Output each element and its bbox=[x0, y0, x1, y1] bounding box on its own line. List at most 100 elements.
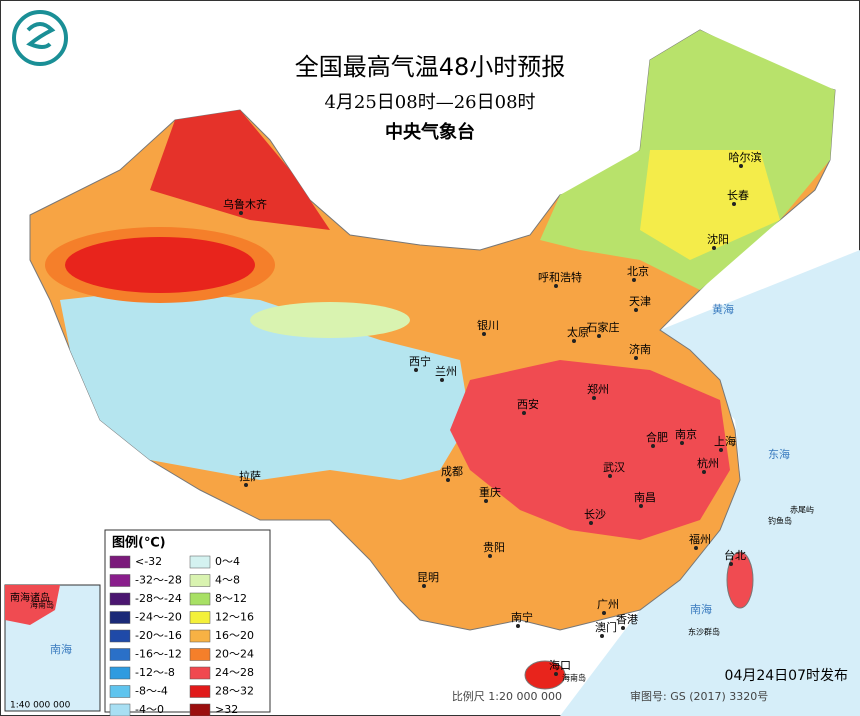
city-label: 北京 bbox=[627, 264, 649, 278]
city-dot bbox=[634, 356, 638, 360]
city-label: 合肥 bbox=[646, 430, 668, 444]
legend-label: 0～4 bbox=[215, 555, 240, 568]
city-label: 广州 bbox=[597, 598, 619, 611]
city-label: 天津 bbox=[629, 295, 651, 308]
city-label: 郑州 bbox=[587, 382, 609, 396]
city-dot bbox=[484, 499, 488, 503]
legend-box bbox=[104, 529, 271, 713]
issued: 04月24日07时发布 bbox=[725, 668, 848, 684]
city-label: 昆明 bbox=[417, 571, 439, 584]
city-dot bbox=[702, 470, 706, 474]
city-label: 台北 bbox=[724, 548, 746, 562]
approval: 审图号: GS (2017) 3320号 bbox=[630, 689, 768, 703]
city-label: 银川 bbox=[477, 318, 499, 332]
scale: 比例尺 1:20 000 000 bbox=[452, 689, 562, 703]
city-label: 贵阳 bbox=[483, 541, 505, 554]
city-dot bbox=[651, 444, 655, 448]
city-dot bbox=[488, 554, 492, 558]
legend-label: 20～24 bbox=[215, 648, 254, 661]
inset-sea: 南海 bbox=[50, 642, 72, 656]
sea-label: 东海 bbox=[768, 447, 790, 461]
city-dot bbox=[729, 562, 733, 566]
city-dot bbox=[244, 483, 248, 487]
legend-swatch bbox=[109, 685, 131, 698]
legend-swatch bbox=[189, 685, 211, 698]
legend-swatch bbox=[189, 703, 211, 716]
city-dot bbox=[446, 478, 450, 482]
legend-label: >32 bbox=[215, 703, 238, 716]
legend-swatch bbox=[189, 611, 211, 624]
city-dot bbox=[634, 308, 638, 312]
city-dot bbox=[589, 521, 593, 525]
city-dot bbox=[572, 339, 576, 343]
legend-label: <-32 bbox=[135, 555, 162, 568]
legend-swatch bbox=[189, 629, 211, 643]
title: 全国最高气温48小时预报 bbox=[295, 53, 566, 81]
city-dot bbox=[239, 211, 243, 215]
legend-swatch bbox=[189, 666, 211, 680]
city-label: 南昌 bbox=[634, 491, 656, 504]
subtitle: 4月25日08时—26日08时 bbox=[324, 92, 535, 113]
city-dot bbox=[694, 546, 698, 550]
city-dot bbox=[608, 474, 612, 478]
zone-red bbox=[150, 110, 330, 230]
legend-swatch bbox=[109, 666, 131, 680]
city-label: 太原 bbox=[567, 326, 589, 339]
inset-land bbox=[5, 585, 60, 625]
city-dot bbox=[719, 448, 723, 452]
inset-scale: 1:40 000 000 bbox=[10, 701, 71, 711]
city-dot bbox=[680, 441, 684, 445]
legend-label: -20～-16 bbox=[135, 629, 182, 642]
sea-label: 黄海 bbox=[712, 302, 734, 316]
city-label: 兰州 bbox=[435, 365, 457, 378]
city-label: 福州 bbox=[689, 532, 711, 546]
city-dot bbox=[621, 626, 625, 630]
city-dot bbox=[739, 164, 743, 168]
city-label: 拉萨 bbox=[239, 469, 261, 483]
city-dot bbox=[602, 611, 606, 615]
city-label: 杭州 bbox=[697, 456, 719, 470]
city-label: 长沙 bbox=[584, 508, 606, 521]
legend-swatch bbox=[189, 592, 211, 606]
city-dot bbox=[600, 634, 604, 638]
legend-label: -8～-4 bbox=[135, 685, 168, 698]
city-dot bbox=[482, 332, 486, 336]
city-dot bbox=[632, 278, 636, 282]
legend-label: -28～-24 bbox=[135, 592, 182, 605]
city-dot bbox=[554, 284, 558, 288]
island-label: 海南岛 bbox=[562, 673, 586, 683]
zone-red bbox=[65, 237, 255, 293]
zone-yellow bbox=[640, 150, 780, 260]
legend-label: 4～8 bbox=[215, 574, 240, 587]
taiwan bbox=[726, 551, 754, 609]
inset-title: 南海诸岛 bbox=[10, 591, 50, 604]
legend-swatch bbox=[109, 574, 131, 587]
legend-swatch bbox=[189, 555, 211, 569]
legend-swatch bbox=[109, 592, 131, 606]
issuer: 中央气象台 bbox=[385, 121, 475, 143]
hainan bbox=[524, 660, 566, 690]
city-dot bbox=[592, 396, 596, 400]
legend-label: -12～-8 bbox=[135, 666, 175, 679]
city-label: 沈阳 bbox=[707, 232, 729, 246]
city-label: 西宁 bbox=[409, 354, 431, 368]
legend-swatch bbox=[109, 629, 131, 643]
legend-swatch bbox=[109, 611, 131, 624]
legend-swatch bbox=[109, 703, 131, 716]
city-dot bbox=[422, 584, 426, 588]
city-label: 武汉 bbox=[603, 461, 625, 474]
island-label: 东沙群岛 bbox=[688, 627, 720, 637]
zone-blue bbox=[60, 290, 470, 480]
city-dot bbox=[554, 672, 558, 676]
city-label: 海口 bbox=[549, 658, 571, 672]
city-label: 济南 bbox=[629, 342, 651, 356]
logo-mark bbox=[26, 22, 56, 49]
legend-label: -24～-20 bbox=[135, 611, 182, 624]
legend-title: 图例(℃) bbox=[112, 535, 166, 551]
city-dot bbox=[516, 624, 520, 628]
legend-label: -16～-12 bbox=[135, 648, 182, 661]
city-dot bbox=[732, 202, 736, 206]
city-dot bbox=[440, 378, 444, 382]
city-label: 香港 bbox=[616, 613, 638, 626]
